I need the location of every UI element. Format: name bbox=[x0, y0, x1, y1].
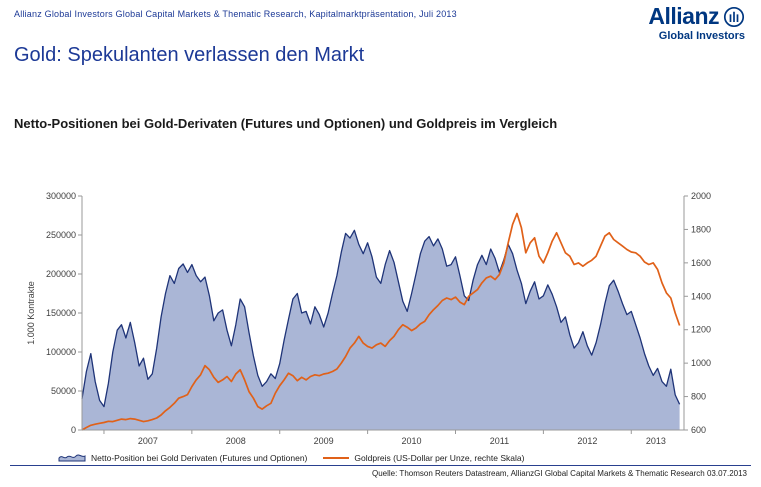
allianz-eagle-icon bbox=[723, 6, 745, 28]
legend-item-goldpreis: Goldpreis (US-Dollar per Unze, rechte Sk… bbox=[323, 453, 524, 463]
chart-heading: Netto-Positionen bei Gold-Derivaten (Fut… bbox=[14, 116, 558, 131]
line-series-swatch-icon bbox=[323, 457, 350, 459]
svg-text:800: 800 bbox=[691, 392, 706, 402]
svg-text:50000: 50000 bbox=[51, 386, 76, 396]
svg-text:1200: 1200 bbox=[691, 325, 711, 335]
legend-item-netto: Netto-Position bei Gold Derivaten (Futur… bbox=[58, 452, 307, 464]
svg-text:250000: 250000 bbox=[46, 230, 76, 240]
legend-label-goldpreis: Goldpreis (US-Dollar per Unze, rechte Sk… bbox=[354, 453, 525, 463]
source-note: Quelle: Thomson Reuters Datastream, Alli… bbox=[372, 469, 747, 478]
svg-text:100000: 100000 bbox=[46, 347, 76, 357]
allianz-wordmark: Allianz bbox=[648, 3, 719, 29]
svg-text:200000: 200000 bbox=[46, 269, 76, 279]
chart: 0 50000 100000 150000 200000 250000 300000 600 8… bbox=[0, 178, 761, 453]
svg-text:1800: 1800 bbox=[691, 224, 711, 234]
svg-text:1.000 Kontrakte: 1.000 Kontrakte bbox=[26, 281, 36, 345]
svg-text:150000: 150000 bbox=[46, 308, 76, 318]
svg-text:2013: 2013 bbox=[646, 436, 666, 446]
area-series-swatch-icon bbox=[58, 452, 86, 464]
header-meta: Allianz Global Investors Global Capital … bbox=[14, 9, 457, 19]
svg-text:2007: 2007 bbox=[138, 436, 158, 446]
allianz-logo: Allianz Global Investors bbox=[648, 5, 745, 42]
svg-text:1600: 1600 bbox=[691, 258, 711, 268]
svg-text:1400: 1400 bbox=[691, 291, 711, 301]
svg-text:1000: 1000 bbox=[691, 358, 711, 368]
page-title: Gold: Spekulanten verlassen den Markt bbox=[14, 44, 365, 66]
footer-divider bbox=[10, 465, 751, 466]
svg-text:2000: 2000 bbox=[691, 191, 711, 201]
svg-text:2010: 2010 bbox=[402, 436, 422, 446]
svg-text:300000: 300000 bbox=[46, 191, 76, 201]
chart-legend: Netto-Position bei Gold Derivaten (Futur… bbox=[58, 452, 524, 464]
chart-canvas: 0 50000 100000 150000 200000 250000 300000 600 8… bbox=[26, 191, 711, 446]
svg-text:0: 0 bbox=[71, 425, 76, 435]
legend-label-netto: Netto-Position bei Gold Derivaten (Futur… bbox=[91, 453, 308, 463]
svg-text:2009: 2009 bbox=[314, 436, 334, 446]
logo-subtitle: Global Investors bbox=[658, 30, 745, 42]
svg-text:2008: 2008 bbox=[226, 436, 246, 446]
svg-text:2011: 2011 bbox=[490, 436, 509, 446]
svg-text:2012: 2012 bbox=[577, 436, 597, 446]
svg-text:600: 600 bbox=[691, 425, 706, 435]
